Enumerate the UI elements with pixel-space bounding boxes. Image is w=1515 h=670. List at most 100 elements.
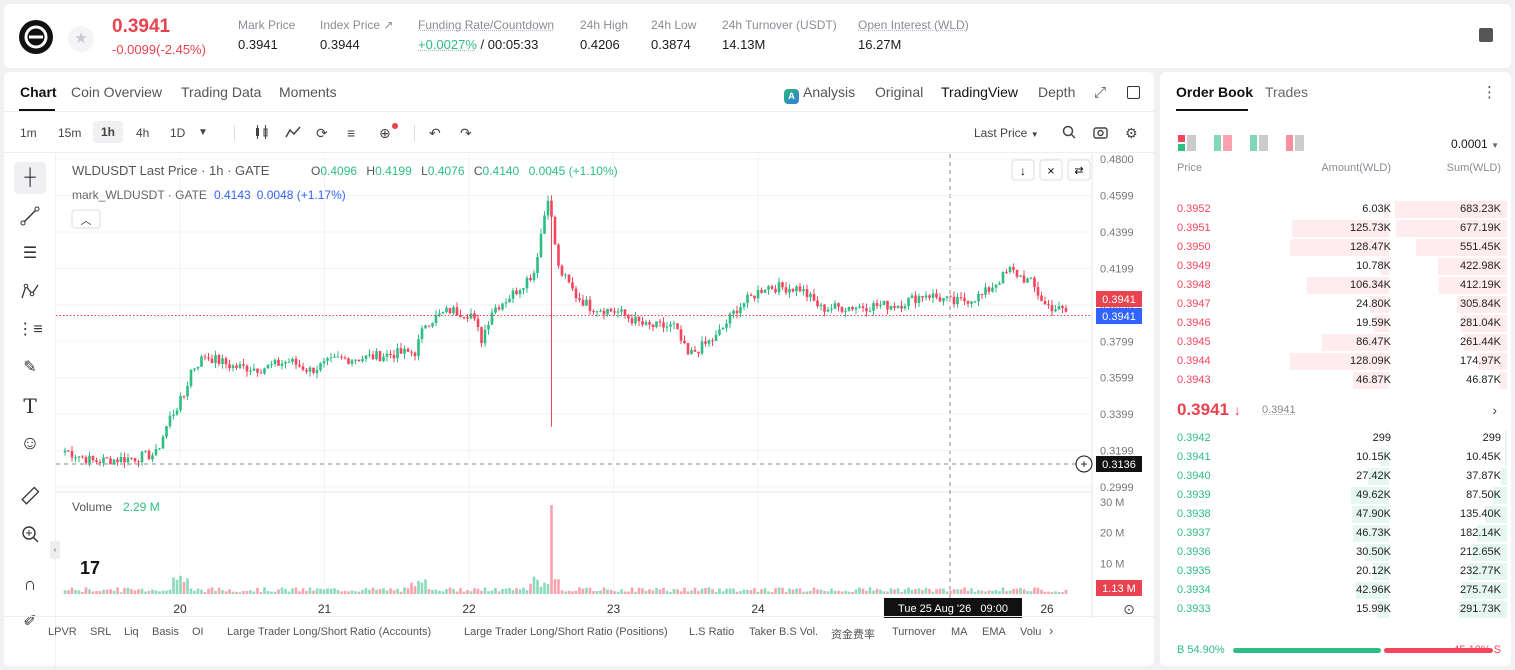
- swap-button[interactable]: [1067, 159, 1091, 181]
- ask-row[interactable]: 0.3948 106.34K 412.19K: [1160, 276, 1511, 295]
- chart-settings-icon[interactable]: ⊙: [1123, 601, 1135, 617]
- indicator-10[interactable]: Turnover: [892, 626, 936, 638]
- bid-row[interactable]: 0.3941 10.15K 10.45K: [1160, 448, 1511, 467]
- bid-row[interactable]: 0.3935 20.12K 232.77K: [1160, 562, 1511, 581]
- volume-bars: [63, 505, 1068, 594]
- fib-icon[interactable]: ⋮≡: [17, 321, 43, 338]
- templates-icon[interactable]: ≡: [347, 125, 356, 141]
- bid-row[interactable]: 0.3942 299 299: [1160, 429, 1511, 448]
- bid-row[interactable]: 0.3934 42.96K 275.74K: [1160, 581, 1511, 600]
- ruler-icon[interactable]: [14, 480, 46, 512]
- tab-order-book[interactable]: Order Book: [1176, 84, 1254, 100]
- add-indicator-icon[interactable]: ⊕: [379, 123, 398, 142]
- bid-row[interactable]: 0.3940 27.42K 37.87K: [1160, 467, 1511, 486]
- indicator-1[interactable]: SRL: [90, 626, 112, 638]
- ask-row[interactable]: 0.3950 128.47K 551.45K: [1160, 238, 1511, 257]
- brush-icon[interactable]: ✎: [23, 359, 37, 376]
- tab-moments[interactable]: Moments: [279, 84, 337, 100]
- crosshair-icon[interactable]: ┼: [14, 162, 46, 194]
- timeframe-1d[interactable]: 1D: [170, 126, 186, 140]
- timeframe-1m[interactable]: 1m: [20, 126, 37, 140]
- zoom-in-icon[interactable]: [14, 518, 46, 550]
- indicators-icon[interactable]: [285, 125, 301, 142]
- contract-info-icon[interactable]: [1479, 28, 1493, 42]
- indicator-7[interactable]: L.S Ratio: [689, 626, 735, 638]
- ask-row[interactable]: 0.3951 125.73K 677.19K: [1160, 219, 1511, 238]
- timeframe-15m[interactable]: 15m: [58, 126, 82, 140]
- precision-select[interactable]: 0.0001 ▼: [1451, 137, 1499, 151]
- magnet-icon[interactable]: ∩: [23, 574, 37, 594]
- window-icon[interactable]: [1127, 86, 1140, 99]
- chevron-right-icon[interactable]: ›: [1492, 402, 1497, 418]
- amount-bar: [1355, 582, 1389, 599]
- ask-row[interactable]: 0.3947 24.80K 305.84K: [1160, 295, 1511, 314]
- book-view-split-icon[interactable]: [1214, 135, 1232, 156]
- tab-chart[interactable]: Chart: [20, 84, 57, 100]
- undo-icon[interactable]: ↶: [429, 125, 441, 141]
- timeframe-dropdown-icon[interactable]: ▼: [198, 127, 208, 138]
- stat-index-price[interactable]: Index Price ↗ 0.3944: [320, 18, 394, 52]
- scroll-down-button[interactable]: [1011, 159, 1035, 181]
- indicator-0[interactable]: LPVR: [48, 626, 77, 638]
- timeframe-1h[interactable]: 1h: [93, 121, 124, 143]
- indicator-6[interactable]: Large Trader Long/Short Ratio (Positions…: [464, 626, 668, 638]
- collapse-button[interactable]: [1039, 159, 1063, 181]
- ask-row[interactable]: 0.3949 10.78K 422.98K: [1160, 257, 1511, 276]
- price-chart[interactable]: 0.48000.45990.43990.41990.39990.37990.35…: [56, 154, 1154, 618]
- book-view-bids-icon[interactable]: [1250, 135, 1268, 156]
- search-icon[interactable]: [1062, 125, 1076, 142]
- horizontal-lines-icon[interactable]: ☰: [22, 245, 38, 262]
- favorite-star-icon[interactable]: ★: [68, 26, 94, 52]
- ask-row[interactable]: 0.3945 86.47K 261.44K: [1160, 333, 1511, 352]
- tab-trading-data[interactable]: Trading Data: [181, 84, 262, 100]
- indicator-3[interactable]: Basis: [152, 626, 179, 638]
- indicator-13[interactable]: Volu: [1020, 626, 1042, 638]
- timeframe-4h[interactable]: 4h: [136, 126, 150, 140]
- view-tradingview[interactable]: TradingView: [941, 84, 1019, 100]
- view-original[interactable]: Original: [875, 84, 924, 100]
- text-tool-icon[interactable]: T: [23, 394, 37, 418]
- book-view-asks-icon[interactable]: [1286, 135, 1304, 156]
- bid-row[interactable]: 0.3937 46.73K 182.14K: [1160, 524, 1511, 543]
- settings-gear-icon[interactable]: ⚙: [1125, 125, 1138, 141]
- price-source-select[interactable]: Last Price ▼: [974, 126, 1039, 140]
- indicator-12[interactable]: EMA: [982, 626, 1006, 638]
- pattern-icon[interactable]: [14, 276, 46, 308]
- book-view-both-icon[interactable]: [1178, 135, 1196, 156]
- ask-row[interactable]: 0.3944 128.09K 174.97K: [1160, 352, 1511, 371]
- candle-body: [196, 366, 200, 369]
- bid-row[interactable]: 0.3939 49.62K 87.50K: [1160, 486, 1511, 505]
- panel-toggle-icon[interactable]: ‹: [50, 541, 60, 559]
- chevron-right-icon[interactable]: ›: [1049, 623, 1054, 638]
- bid-row[interactable]: 0.3936 30.50K 212.65K: [1160, 543, 1511, 562]
- indicator-8[interactable]: Taker B.S Vol.: [749, 626, 819, 638]
- expand-icon[interactable]: ⤢: [1094, 84, 1107, 101]
- camera-icon[interactable]: [1093, 125, 1108, 142]
- redo-icon[interactable]: ↷: [460, 125, 472, 141]
- view-analysis[interactable]: A Analysis: [784, 84, 855, 104]
- tab-coin-overview[interactable]: Coin Overview: [71, 84, 163, 100]
- indicator-4[interactable]: OI: [192, 626, 204, 638]
- tab-trades[interactable]: Trades: [1265, 84, 1309, 100]
- emoji-icon[interactable]: ☺: [20, 433, 40, 454]
- pencil-icon[interactable]: ✐: [23, 613, 37, 630]
- ask-row[interactable]: 0.3943 46.87K 46.87K: [1160, 371, 1511, 390]
- candle-type-icon[interactable]: [254, 125, 270, 142]
- bid-row[interactable]: 0.3938 47.90K 135.40K: [1160, 505, 1511, 524]
- indicator-5[interactable]: Large Trader Long/Short Ratio (Accounts): [227, 626, 432, 638]
- cell-price: 0.3936: [1177, 546, 1211, 558]
- indicator-9[interactable]: 资金费率: [831, 629, 875, 641]
- indicator-2[interactable]: Liq: [124, 626, 139, 638]
- replay-icon[interactable]: ⟳: [316, 125, 328, 141]
- view-depth[interactable]: Depth: [1038, 84, 1076, 100]
- depth-bar: [1499, 372, 1507, 389]
- ask-row[interactable]: 0.3952 6.03K 683.23K: [1160, 200, 1511, 219]
- volume-bar: [462, 591, 466, 594]
- add-alert-icon[interactable]: [1075, 455, 1093, 473]
- trend-line-icon[interactable]: [14, 200, 46, 232]
- bid-row[interactable]: 0.3933 15.99K 291.73K: [1160, 600, 1511, 619]
- indicator-11[interactable]: MA: [951, 626, 968, 638]
- ask-row[interactable]: 0.3946 19.59K 281.04K: [1160, 314, 1511, 333]
- collapse-legend-button[interactable]: [71, 209, 101, 229]
- more-options-icon[interactable]: ⋮: [1482, 84, 1497, 101]
